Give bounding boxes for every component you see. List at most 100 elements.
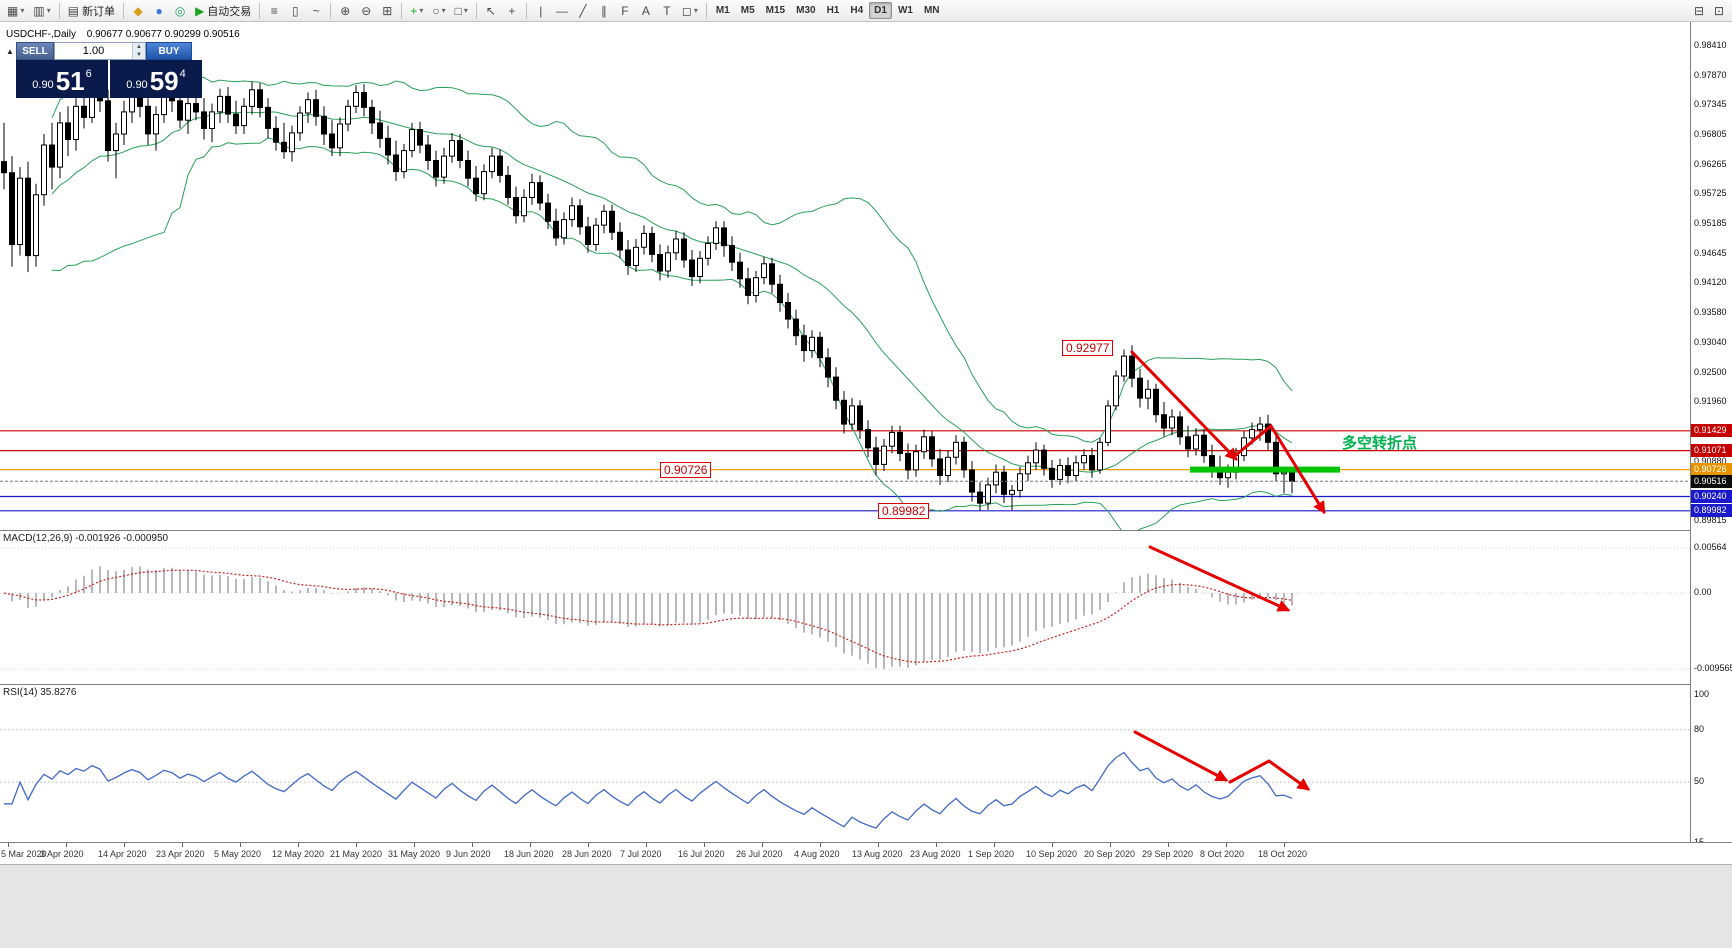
low-price-label[interactable]: 0.89982: [878, 503, 930, 519]
auto-trading-button[interactable]: ▶ 自动交易: [195, 3, 252, 18]
community-icon: ●: [155, 3, 163, 18]
price-tick: 0.90880: [1694, 456, 1727, 466]
timeframe-mn-button[interactable]: MN: [923, 5, 940, 16]
ask-quote-box[interactable]: 0.90 59 4: [110, 60, 202, 98]
macd-panel[interactable]: MACD(12,26,9) -0.001926 -0.000950: [0, 530, 1690, 684]
date-label: 16 Jul 2020: [678, 849, 725, 859]
peak-price-label[interactable]: 0.92977: [1062, 340, 1114, 356]
tile-windows-button[interactable]: ⊞: [377, 2, 397, 20]
new-order-button[interactable]: ▤ 新订单: [67, 3, 116, 18]
periods-button[interactable]: ○ ▾: [428, 2, 449, 20]
date-tick: [878, 843, 879, 847]
toolbar-separator: [401, 2, 403, 19]
timeframe-h4-button[interactable]: H4: [850, 5, 864, 16]
crosshair-button[interactable]: +: [502, 2, 522, 20]
date-label: 12 May 2020: [272, 849, 325, 859]
buy-button[interactable]: BUY: [146, 42, 192, 60]
text-button[interactable]: A: [636, 2, 656, 20]
rsi-chart: [0, 729, 1690, 829]
time-axis[interactable]: 5 Mar 2020 3 Apr 2020 14 Apr 2020 23 Apr 20…: [0, 842, 1732, 864]
price-tick: 0.97870: [1694, 70, 1727, 80]
timeframe-w1-button[interactable]: W1: [897, 5, 913, 16]
shapes-button[interactable]: ◻ ▾: [678, 2, 702, 20]
new-order-icon: ▤: [67, 3, 80, 18]
mql5-button[interactable]: ◎: [170, 2, 190, 20]
bar-chart-icon: ≡: [270, 3, 278, 18]
main-toolbar: ▦ ▾ ▥ ▾ ▤ 新订单 ◆ ● ◎ ▶ 自动交易 ≡ ▯ ~ ⊕ ⊖ ⊞ + ▾ ○ ▾ □ ▾ ↖ + | — ╱ ∥ F A T ◻ ▾ M…: [0, 0, 1732, 22]
timeframe-d1-button[interactable]: D1: [869, 2, 892, 19]
zoom-out-icon: ⊖: [361, 3, 372, 18]
toolbar-separator: [705, 2, 707, 19]
timeframe-m30-button[interactable]: M30: [796, 5, 816, 16]
vline-button[interactable]: |: [531, 2, 551, 20]
rsi-axis-label: 100: [1694, 689, 1710, 699]
indicators-button[interactable]: + ▾: [406, 2, 427, 20]
date-tick: [124, 843, 125, 847]
timeframe-m1-button[interactable]: M1: [715, 5, 730, 16]
macd-label: MACD(12,26,9) -0.001926 -0.000950: [3, 533, 169, 544]
candle-chart-button[interactable]: ▯: [285, 2, 305, 20]
bid-quote-box[interactable]: 0.90 51 6: [16, 60, 108, 98]
chart-expand-icon: ⊡: [1713, 3, 1725, 18]
cursor-button[interactable]: ↖: [481, 2, 501, 20]
date-tick: [240, 843, 241, 847]
profiles-button[interactable]: ▥ ▾: [29, 2, 54, 20]
community-button[interactable]: ●: [149, 2, 169, 20]
date-tick: [182, 843, 183, 847]
lot-up-icon[interactable]: ▲: [133, 43, 145, 51]
date-label: 5 Mar 2020: [1, 849, 47, 859]
hline-button[interactable]: —: [552, 2, 572, 20]
rsi-axis-label: 50: [1694, 776, 1705, 786]
sell-button[interactable]: SELL: [16, 42, 54, 60]
dropdown-arrow-icon: ▾: [463, 6, 468, 15]
zoom-out-button[interactable]: ⊖: [356, 2, 376, 20]
lot-down-icon[interactable]: ▼: [133, 51, 145, 59]
bid-point: 6: [85, 68, 92, 80]
lot-size-input[interactable]: [55, 43, 132, 59]
price-axis[interactable]: 0.98410 0.97870 0.97345 0.96805 0.96265 0.957…: [1690, 22, 1732, 842]
label-button[interactable]: T: [657, 2, 677, 20]
chart-shift-button[interactable]: ⊟: [1689, 2, 1709, 20]
support-price-label[interactable]: 0.90726: [660, 462, 712, 478]
bid-pips: 51: [55, 66, 85, 96]
price-chart-panel[interactable]: USDCHF-,Daily 0.90677 0.90677 0.90299 0.…: [0, 22, 1690, 530]
line-chart-icon: ~: [312, 3, 320, 18]
rsi-panel[interactable]: RSI(14) 35.8276: [0, 684, 1690, 842]
timeframe-m15-button[interactable]: M15: [765, 5, 786, 16]
price-chip: 0.90516: [1691, 475, 1732, 488]
trade-panel-collapse-icon[interactable]: ▲: [6, 46, 14, 56]
bar-chart-button[interactable]: ≡: [264, 2, 284, 20]
toolbar-separator: [525, 2, 527, 19]
sound-alert-icon: ◆: [133, 3, 143, 18]
sound-alert-button[interactable]: ◆: [128, 2, 148, 20]
price-tick: 0.95185: [1694, 218, 1727, 228]
channel-button[interactable]: ∥: [594, 2, 614, 20]
price-tick: 0.89815: [1694, 515, 1727, 525]
date-tick: [1110, 843, 1111, 847]
chart-expand-button[interactable]: ⊡: [1709, 2, 1729, 20]
price-tick: 0.91960: [1694, 396, 1727, 406]
date-tick: [704, 843, 705, 847]
mql5-icon: ◎: [174, 3, 186, 18]
templates-button[interactable]: □ ▾: [451, 2, 472, 20]
zoom-in-button[interactable]: ⊕: [335, 2, 355, 20]
date-label: 18 Oct 2020: [1258, 849, 1308, 859]
date-label: 18 Jun 2020: [504, 849, 554, 859]
timeframe-m5-button[interactable]: M5: [740, 5, 755, 16]
lot-size-stepper[interactable]: ▲ ▼: [132, 43, 145, 59]
ohlc-values: 0.90677 0.90677 0.90299 0.90516: [86, 29, 240, 40]
price-chip: 0.90726: [1691, 463, 1732, 476]
fibo-button[interactable]: F: [615, 2, 635, 20]
trendline-button[interactable]: ╱: [573, 2, 593, 20]
toolbar-separator: [475, 2, 477, 19]
macd-axis-label: 0.00564: [1694, 542, 1727, 552]
tile-windows-icon: ⊞: [382, 3, 393, 18]
new-chart-button[interactable]: ▦ ▾: [3, 2, 28, 20]
dropdown-arrow-icon: ▾: [419, 6, 424, 15]
date-tick: [298, 843, 299, 847]
price-tick: 0.96265: [1694, 159, 1727, 169]
bid-prefix: 0.90: [32, 79, 54, 91]
line-chart-button[interactable]: ~: [306, 2, 326, 20]
price-tick: 0.94645: [1694, 248, 1727, 258]
timeframe-h1-button[interactable]: H1: [826, 5, 840, 16]
